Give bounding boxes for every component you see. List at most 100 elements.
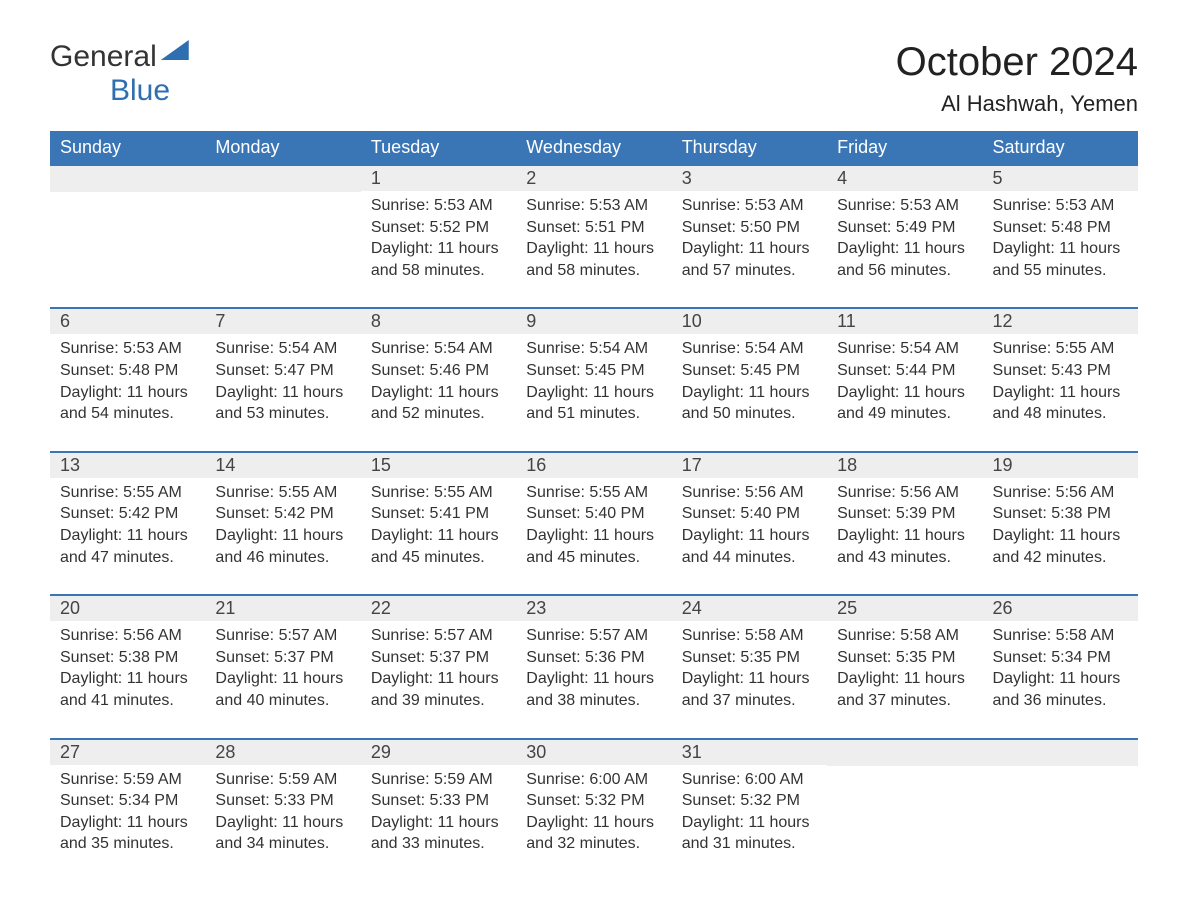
day-body: Sunrise: 5:57 AMSunset: 5:37 PMDaylight:… [361,621,516,737]
sunset-line: Sunset: 5:42 PM [60,503,195,525]
weekday-header: Tuesday [361,131,516,165]
daylight-line: Daylight: 11 hours and 58 minutes. [371,238,506,281]
daylight-line: Daylight: 11 hours and 47 minutes. [60,525,195,568]
day-number: 21 [205,596,360,621]
calendar-day-cell: 8Sunrise: 5:54 AMSunset: 5:46 PMDaylight… [361,308,516,451]
calendar-day-cell: 1Sunrise: 5:53 AMSunset: 5:52 PMDaylight… [361,165,516,308]
day-number: 22 [361,596,516,621]
day-number: 27 [50,740,205,765]
day-number [205,166,360,192]
day-body: Sunrise: 5:57 AMSunset: 5:36 PMDaylight:… [516,621,671,737]
sunset-line: Sunset: 5:52 PM [371,217,506,239]
day-number: 6 [50,309,205,334]
daylight-line: Daylight: 11 hours and 53 minutes. [215,382,350,425]
calendar-day-cell: 30Sunrise: 6:00 AMSunset: 5:32 PMDayligh… [516,739,671,881]
sunrise-line: Sunrise: 5:54 AM [215,338,350,360]
day-number: 3 [672,166,827,191]
sunset-line: Sunset: 5:35 PM [837,647,972,669]
day-number: 14 [205,453,360,478]
sunset-line: Sunset: 5:44 PM [837,360,972,382]
day-number: 8 [361,309,516,334]
calendar-day-cell [205,165,360,308]
sunrise-line: Sunrise: 6:00 AM [682,769,817,791]
sunrise-line: Sunrise: 5:59 AM [60,769,195,791]
sunset-line: Sunset: 5:46 PM [371,360,506,382]
daylight-line: Daylight: 11 hours and 39 minutes. [371,668,506,711]
sunset-line: Sunset: 5:40 PM [526,503,661,525]
daylight-line: Daylight: 11 hours and 37 minutes. [837,668,972,711]
sunset-line: Sunset: 5:45 PM [526,360,661,382]
daylight-line: Daylight: 11 hours and 58 minutes. [526,238,661,281]
day-number: 11 [827,309,982,334]
day-body: Sunrise: 5:56 AMSunset: 5:40 PMDaylight:… [672,478,827,594]
calendar-week-row: 1Sunrise: 5:53 AMSunset: 5:52 PMDaylight… [50,165,1138,308]
day-number: 19 [983,453,1138,478]
day-number: 20 [50,596,205,621]
calendar-table: SundayMondayTuesdayWednesdayThursdayFrid… [50,131,1138,881]
daylight-line: Daylight: 11 hours and 37 minutes. [682,668,817,711]
calendar-day-cell: 13Sunrise: 5:55 AMSunset: 5:42 PMDayligh… [50,452,205,595]
day-body: Sunrise: 6:00 AMSunset: 5:32 PMDaylight:… [672,765,827,881]
title-block: October 2024 Al Hashwah, Yemen [896,40,1138,117]
day-number: 31 [672,740,827,765]
calendar-day-cell: 22Sunrise: 5:57 AMSunset: 5:37 PMDayligh… [361,595,516,738]
weekday-header: Sunday [50,131,205,165]
sunrise-line: Sunrise: 5:53 AM [993,195,1128,217]
sunrise-line: Sunrise: 5:59 AM [371,769,506,791]
logo: General Blue [50,40,189,108]
sunrise-line: Sunrise: 5:57 AM [215,625,350,647]
day-body: Sunrise: 5:58 AMSunset: 5:35 PMDaylight:… [672,621,827,737]
sunrise-line: Sunrise: 5:55 AM [215,482,350,504]
day-body: Sunrise: 5:53 AMSunset: 5:48 PMDaylight:… [50,334,205,450]
sunset-line: Sunset: 5:41 PM [371,503,506,525]
day-number: 10 [672,309,827,334]
day-body [983,766,1138,876]
sunrise-line: Sunrise: 5:54 AM [682,338,817,360]
day-number: 25 [827,596,982,621]
day-number: 7 [205,309,360,334]
sunset-line: Sunset: 5:49 PM [837,217,972,239]
sunset-line: Sunset: 5:32 PM [526,790,661,812]
day-body: Sunrise: 5:55 AMSunset: 5:41 PMDaylight:… [361,478,516,594]
daylight-line: Daylight: 11 hours and 55 minutes. [993,238,1128,281]
day-number: 30 [516,740,671,765]
sunrise-line: Sunrise: 5:58 AM [993,625,1128,647]
calendar-day-cell: 20Sunrise: 5:56 AMSunset: 5:38 PMDayligh… [50,595,205,738]
sunset-line: Sunset: 5:35 PM [682,647,817,669]
logo-triangle-icon [161,40,189,60]
day-number: 15 [361,453,516,478]
day-body: Sunrise: 5:54 AMSunset: 5:47 PMDaylight:… [205,334,360,450]
day-number: 28 [205,740,360,765]
sunrise-line: Sunrise: 5:58 AM [837,625,972,647]
sunrise-line: Sunrise: 5:53 AM [526,195,661,217]
sunset-line: Sunset: 5:51 PM [526,217,661,239]
daylight-line: Daylight: 11 hours and 56 minutes. [837,238,972,281]
calendar-day-cell: 5Sunrise: 5:53 AMSunset: 5:48 PMDaylight… [983,165,1138,308]
calendar-day-cell: 14Sunrise: 5:55 AMSunset: 5:42 PMDayligh… [205,452,360,595]
daylight-line: Daylight: 11 hours and 51 minutes. [526,382,661,425]
calendar-day-cell: 9Sunrise: 5:54 AMSunset: 5:45 PMDaylight… [516,308,671,451]
sunset-line: Sunset: 5:38 PM [60,647,195,669]
day-body: Sunrise: 5:54 AMSunset: 5:44 PMDaylight:… [827,334,982,450]
day-body: Sunrise: 5:53 AMSunset: 5:49 PMDaylight:… [827,191,982,307]
sunset-line: Sunset: 5:32 PM [682,790,817,812]
day-body [827,766,982,876]
calendar-day-cell: 25 Sunrise: 5:58 AMSunset: 5:35 PMDayligh… [827,595,982,738]
day-body: Sunrise: 5:53 AMSunset: 5:51 PMDaylight:… [516,191,671,307]
sunset-line: Sunset: 5:40 PM [682,503,817,525]
day-number [983,740,1138,766]
day-number: 26 [983,596,1138,621]
daylight-line: Daylight: 11 hours and 57 minutes. [682,238,817,281]
calendar-day-cell: 15Sunrise: 5:55 AMSunset: 5:41 PMDayligh… [361,452,516,595]
day-body: Sunrise: 5:53 AMSunset: 5:52 PMDaylight:… [361,191,516,307]
calendar-day-cell: 2Sunrise: 5:53 AMSunset: 5:51 PMDaylight… [516,165,671,308]
calendar-day-cell [983,739,1138,881]
day-body [50,192,205,302]
sunset-line: Sunset: 5:33 PM [371,790,506,812]
sunset-line: Sunset: 5:34 PM [60,790,195,812]
month-title: October 2024 [896,40,1138,85]
calendar-week-row: 20Sunrise: 5:56 AMSunset: 5:38 PMDayligh… [50,595,1138,738]
sunset-line: Sunset: 5:33 PM [215,790,350,812]
day-body: Sunrise: 5:55 AMSunset: 5:42 PMDaylight:… [50,478,205,594]
day-body: Sunrise: 5:59 AMSunset: 5:33 PMDaylight:… [361,765,516,881]
